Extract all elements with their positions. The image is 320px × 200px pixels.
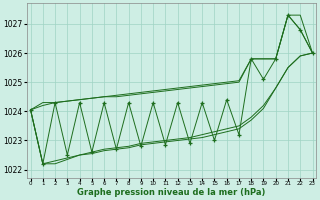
X-axis label: Graphe pression niveau de la mer (hPa): Graphe pression niveau de la mer (hPa): [77, 188, 266, 197]
